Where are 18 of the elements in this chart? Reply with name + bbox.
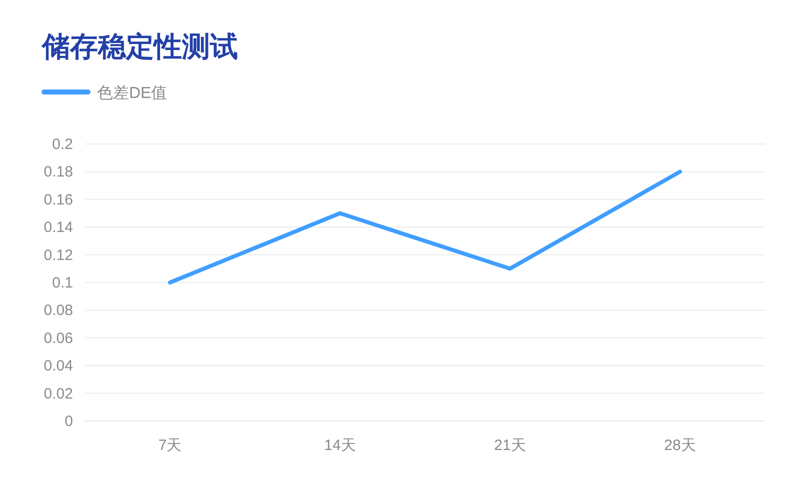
- line-series: [168, 170, 682, 284]
- x-tick-label: 7天: [158, 437, 182, 454]
- chart-title: 储存稳定性测试: [41, 31, 238, 62]
- y-tick-label: 0.14: [44, 219, 73, 236]
- y-tick-label: 0.12: [44, 246, 73, 264]
- y-tick-label: 0.1: [52, 274, 73, 292]
- legend-label: 色差DE值: [97, 84, 168, 102]
- y-tick-label: 0.04: [44, 358, 73, 375]
- x-tick-label: 21天: [494, 437, 526, 454]
- y-tick-label: 0.2: [52, 136, 73, 153]
- x-tick-label: 14天: [324, 437, 356, 454]
- y-tick-label: 0: [64, 413, 73, 430]
- y-tick-label: 0.06: [44, 330, 73, 347]
- y-tick-label: 0.02: [44, 385, 73, 402]
- y-tick-label: 0.08: [44, 302, 73, 320]
- y-tick-label: 0.16: [44, 191, 73, 208]
- x-tick-label: 28天: [664, 437, 696, 454]
- y-tick-label: 0.18: [44, 164, 73, 181]
